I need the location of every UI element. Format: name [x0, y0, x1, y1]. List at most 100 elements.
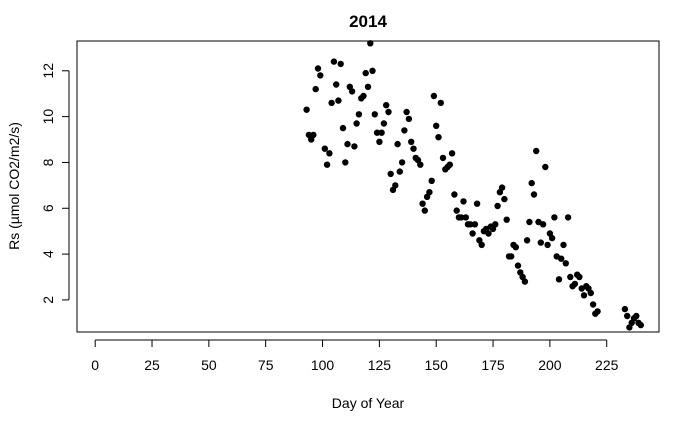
data-point	[364, 83, 372, 91]
data-point	[392, 182, 399, 189]
data-point	[637, 321, 644, 329]
data-point	[521, 278, 529, 285]
data-point	[360, 92, 367, 100]
x-tick-label: 25	[144, 357, 160, 373]
data-point	[330, 58, 338, 65]
data-point	[564, 214, 572, 221]
data-point	[594, 308, 601, 315]
data-point	[446, 161, 453, 168]
data-point	[342, 159, 349, 166]
x-axis: 0 25 50 75 100 125 150 175 200 225	[91, 339, 619, 373]
data-point	[471, 221, 479, 228]
data-point	[310, 131, 317, 139]
data-point	[371, 111, 378, 118]
data-point	[501, 195, 508, 203]
data-point	[339, 124, 347, 132]
data-point	[344, 140, 351, 148]
data-point	[539, 221, 547, 228]
data-point	[303, 106, 310, 113]
data-point	[312, 85, 319, 93]
data-point	[348, 88, 356, 95]
x-axis-label: Day of Year	[332, 395, 405, 411]
data-point	[317, 72, 324, 79]
data-point	[403, 108, 410, 116]
data-point	[410, 145, 417, 152]
chart-title: 2014	[349, 12, 387, 31]
data-point	[376, 138, 383, 145]
data-points	[303, 40, 644, 331]
data-point	[351, 143, 358, 150]
x-tick-label: 0	[91, 357, 99, 373]
data-point	[548, 234, 556, 242]
data-point	[633, 312, 640, 320]
data-point	[473, 200, 481, 207]
data-point	[353, 120, 360, 127]
data-point	[337, 60, 344, 68]
data-point	[387, 170, 394, 178]
data-point	[314, 65, 322, 72]
data-point	[433, 122, 440, 129]
data-point	[362, 69, 369, 77]
data-point	[589, 301, 597, 308]
data-point	[396, 168, 403, 175]
data-point	[439, 154, 447, 162]
y-axis-label: Rs (µmol CO2/m2/s)	[6, 122, 22, 250]
x-tick-label: 175	[481, 357, 505, 373]
data-point	[453, 207, 460, 214]
data-point	[405, 115, 413, 123]
y-tick-label: 4	[40, 250, 56, 258]
data-point	[321, 145, 328, 152]
data-point	[421, 207, 428, 214]
data-point	[458, 214, 465, 221]
data-point	[328, 99, 335, 107]
data-point	[462, 214, 469, 221]
x-tick-label: 50	[201, 357, 217, 373]
data-point	[528, 179, 535, 187]
y-axis: 2 4 6 8 10 12	[40, 63, 70, 304]
data-point	[571, 280, 579, 288]
data-point	[542, 163, 549, 171]
data-point	[451, 191, 458, 198]
data-point	[417, 161, 424, 168]
data-point	[460, 198, 467, 205]
data-point	[383, 102, 390, 109]
data-point	[580, 292, 588, 299]
data-point	[526, 218, 533, 226]
data-point	[621, 305, 629, 313]
data-point	[514, 262, 522, 269]
plot-frame	[76, 40, 660, 333]
data-point	[530, 191, 538, 198]
data-point	[401, 127, 408, 134]
y-tick-label: 2	[40, 296, 56, 304]
data-point	[467, 221, 474, 228]
data-point	[435, 134, 442, 141]
data-point	[380, 120, 388, 127]
data-point	[430, 92, 438, 100]
data-point	[419, 200, 426, 207]
data-point	[587, 289, 594, 297]
x-tick-label: 225	[595, 357, 619, 373]
data-point	[558, 255, 565, 262]
data-point	[385, 108, 392, 116]
data-point	[437, 99, 444, 107]
data-point	[560, 241, 567, 249]
data-point	[555, 276, 563, 283]
x-tick-label: 75	[258, 357, 274, 373]
data-point	[367, 40, 374, 47]
data-point	[408, 138, 415, 145]
x-tick-label: 100	[311, 357, 335, 373]
data-point	[492, 221, 499, 228]
data-point	[512, 244, 519, 251]
data-point	[533, 147, 540, 155]
data-point	[478, 241, 485, 249]
data-point	[494, 202, 501, 210]
data-point	[567, 273, 574, 281]
data-point	[562, 260, 569, 267]
data-point	[398, 159, 406, 166]
data-point	[335, 97, 342, 104]
x-tick-label: 125	[368, 357, 392, 373]
data-point	[369, 67, 376, 75]
data-point	[426, 189, 433, 196]
